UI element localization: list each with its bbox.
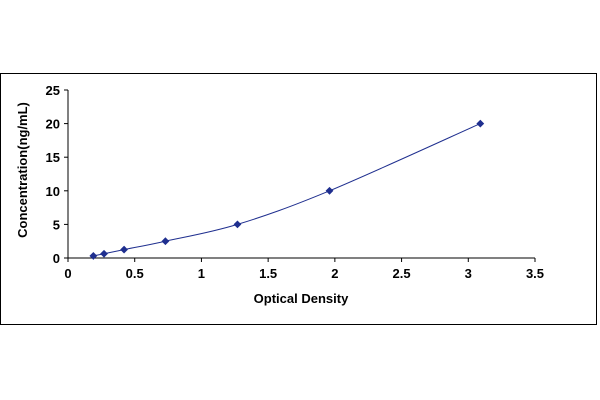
chart-frame [0, 73, 597, 325]
data-point [100, 249, 108, 258]
y-tick-label: 5 [53, 217, 60, 232]
tick-labels: 0 0.5 1 1.5 2 2.5 3 3.5 0 5 10 15 20 25 [46, 83, 545, 281]
x-tick-label: 2 [331, 266, 338, 281]
data-point [120, 245, 128, 254]
x-tick-label: 2.5 [393, 266, 411, 281]
data-points [89, 119, 485, 260]
x-tick-label: 0.5 [126, 266, 144, 281]
x-axis-title: Optical Density [254, 291, 349, 306]
data-point [325, 186, 334, 195]
y-tick-label: 0 [53, 251, 60, 266]
data-point [476, 119, 485, 128]
x-tick-label: 3 [465, 266, 472, 281]
y-axis-title: Concentration(ng/mL) [15, 102, 30, 238]
fit-curve [93, 123, 481, 257]
y-tick-label: 20 [46, 117, 60, 132]
axes [67, 90, 535, 259]
data-point [89, 252, 98, 260]
x-tick-label: 3.5 [526, 266, 544, 281]
x-tick-label: 1.5 [259, 266, 277, 281]
data-point [233, 220, 242, 229]
y-tick-label: 10 [46, 184, 60, 199]
data-point [161, 237, 170, 246]
y-tick-label: 25 [46, 83, 60, 98]
ticks [64, 89, 536, 262]
x-tick-label: 0 [64, 266, 71, 281]
x-tick-label: 1 [198, 266, 205, 281]
y-tick-label: 15 [46, 150, 60, 165]
